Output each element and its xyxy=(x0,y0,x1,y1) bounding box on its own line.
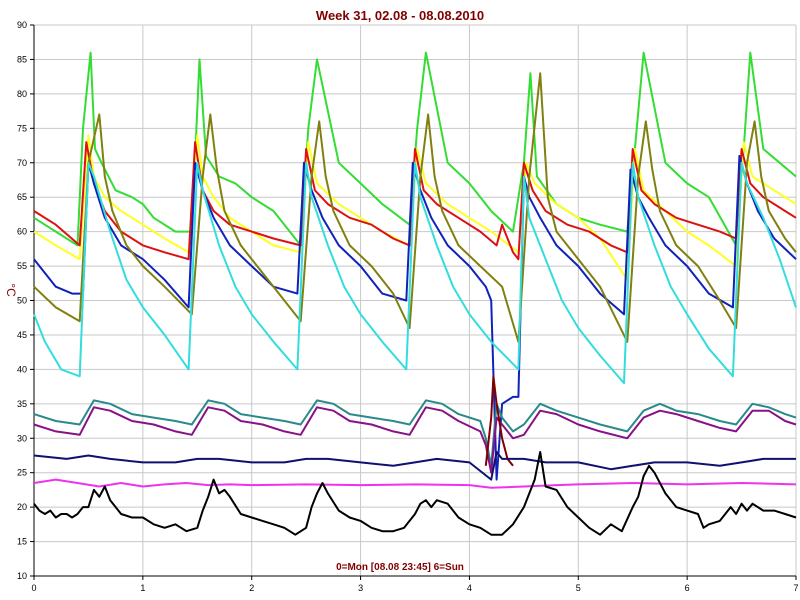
axes xyxy=(30,24,797,580)
y-axis-label: °C xyxy=(4,283,18,297)
y-tick-label: 65 xyxy=(17,192,27,202)
y-tick-label: 25 xyxy=(17,468,27,478)
series-line-7 xyxy=(33,399,797,467)
series-group xyxy=(33,51,797,536)
y-tick-label: 75 xyxy=(17,123,27,133)
x-tick-label: 2 xyxy=(249,583,254,593)
series-line-5 xyxy=(33,72,797,343)
x-tick-label: 5 xyxy=(576,583,581,593)
chart-title: Week 31, 02.08 - 08.08.2010 xyxy=(315,8,485,23)
x-tick-label: 7 xyxy=(793,583,798,593)
series-line-10 xyxy=(33,451,796,481)
y-tick-label: 45 xyxy=(17,330,27,340)
x-tick-label: 1 xyxy=(140,583,145,593)
y-tick-label: 50 xyxy=(17,296,27,306)
y-tick-label: 15 xyxy=(17,537,27,547)
y-tick-label: 10 xyxy=(17,571,27,581)
y-tick-label: 20 xyxy=(17,502,27,512)
series-line-6 xyxy=(33,161,797,385)
series-line-12 xyxy=(33,451,797,536)
y-tick-label: 80 xyxy=(17,89,27,99)
y-tick-label: 60 xyxy=(17,227,27,237)
x-tick-label: 3 xyxy=(358,583,363,593)
y-tick-label: 85 xyxy=(17,54,27,64)
series-line-11 xyxy=(33,478,797,489)
y-tick-label: 90 xyxy=(17,20,27,30)
y-tick-label: 40 xyxy=(17,364,27,374)
y-tick-label: 70 xyxy=(17,158,27,168)
y-tick-label: 55 xyxy=(17,261,27,271)
series-line-3 xyxy=(33,141,797,261)
y-tick-label: 30 xyxy=(17,433,27,443)
x-tick-label: 0 xyxy=(31,583,36,593)
x-axis-label: 0=Mon [08.08 23:45] 6=Sun xyxy=(336,562,464,573)
x-tick-label: 6 xyxy=(685,583,690,593)
series-line-4 xyxy=(33,154,797,481)
y-tick-label: 35 xyxy=(17,399,27,409)
series-line-8 xyxy=(33,406,797,474)
x-tick-label: 4 xyxy=(467,583,472,593)
series-line-1 xyxy=(33,51,797,247)
